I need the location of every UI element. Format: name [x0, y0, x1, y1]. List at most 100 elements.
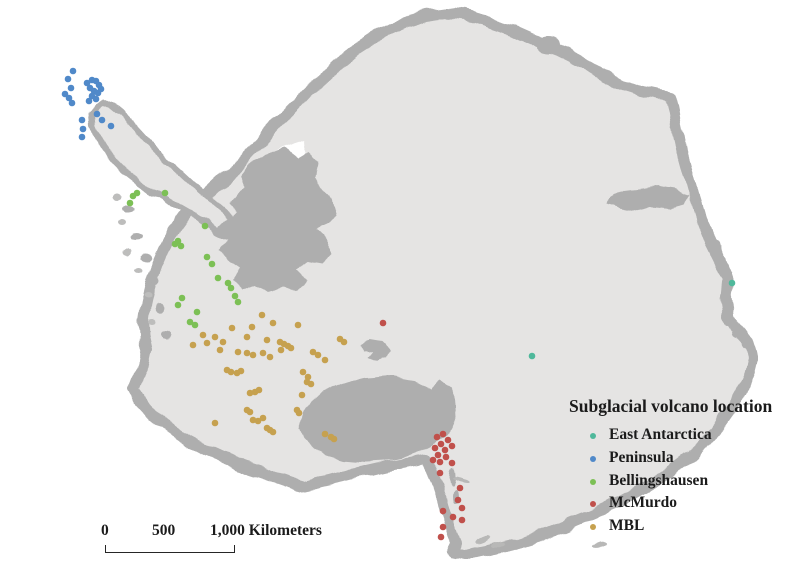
volcano-point-bellingshausen	[214, 274, 222, 282]
volcano-point-mbl	[227, 368, 235, 376]
volcano-point-peninsula	[61, 90, 69, 98]
volcano-point-east-antarctica	[728, 279, 736, 287]
volcano-point-mbl	[254, 417, 262, 425]
bellingshausen-dot-icon	[590, 478, 596, 485]
volcano-point-mcmurdo	[444, 436, 452, 444]
volcano-point-bellingshausen	[201, 222, 209, 230]
mcmurdo-dot-icon	[590, 501, 596, 508]
legend-item-label: Peninsula	[609, 448, 674, 466]
legend-item-east-antarctica: East Antarctica	[569, 424, 799, 447]
volcano-point-mbl	[258, 311, 266, 319]
volcano-point-mbl	[294, 321, 302, 329]
volcano-point-peninsula	[107, 122, 115, 130]
landmass-layer	[89, 7, 759, 561]
volcano-point-mbl	[277, 346, 285, 354]
volcano-point-mcmurdo	[442, 453, 450, 461]
volcano-point-bellingshausen	[227, 284, 235, 292]
map-scale-bar: 0 500 1,000 Kilometers	[98, 522, 348, 558]
volcano-point-mcmurdo	[437, 533, 445, 541]
legend-title: Subglacial volcano location	[569, 396, 773, 416]
volcano-point-mbl	[255, 386, 263, 394]
volcano-point-mbl	[314, 351, 322, 359]
volcano-point-mbl	[199, 331, 207, 339]
volcano-point-bellingshausen	[234, 298, 242, 306]
volcano-point-mbl	[248, 323, 256, 331]
volcano-point-mbl	[330, 435, 338, 443]
volcano-point-mbl	[309, 348, 317, 356]
scale-label-500: 500	[152, 522, 176, 539]
volcano-point-bellingshausen	[177, 242, 185, 250]
island	[130, 232, 142, 240]
volcano-point-mcmurdo	[448, 459, 456, 467]
legend-item-mbl: MBL	[569, 515, 799, 538]
scale-label-0: 0	[101, 522, 109, 539]
east-coast-rock	[741, 337, 751, 349]
volcano-point-mcmurdo	[448, 442, 456, 450]
legend-item-label: McMurdo	[609, 494, 678, 512]
volcano-point-east-antarctica	[528, 352, 536, 360]
island	[117, 219, 125, 225]
volcano-point-mbl	[321, 356, 329, 364]
volcano-point-peninsula	[64, 75, 72, 83]
volcano-point-bellingshausen	[133, 189, 141, 197]
volcano-point-peninsula	[98, 116, 106, 124]
volcano-point-mbl	[228, 324, 236, 332]
volcano-legend: Subglacial volcano location East Antarct…	[569, 396, 799, 538]
volcano-point-mcmurdo	[431, 444, 439, 452]
nunatak-hook	[360, 340, 391, 361]
volcano-point-peninsula	[79, 125, 87, 133]
volcano-point-bellingshausen	[161, 189, 169, 197]
volcano-point-mcmurdo	[439, 430, 447, 438]
volcano-point-mcmurdo	[454, 496, 462, 504]
coast-sliver	[449, 468, 455, 486]
island	[143, 293, 151, 299]
legend-item-bellingshausen: Bellingshausen	[569, 470, 799, 493]
ross-region-mountains	[300, 376, 456, 462]
island	[123, 247, 131, 255]
volcano-point-bellingshausen	[203, 253, 211, 261]
volcano-point-mbl	[234, 348, 242, 356]
volcano-point-layer	[61, 67, 736, 541]
coast-sliver	[491, 541, 505, 549]
east-coast-rock	[732, 324, 742, 338]
ellsworth-mountains	[216, 148, 336, 292]
volcano-point-mcmurdo	[436, 469, 444, 477]
volcano-point-mbl	[246, 389, 254, 397]
volcano-point-mbl	[295, 409, 303, 417]
volcano-point-mbl	[269, 319, 277, 327]
volcano-point-mbl	[340, 338, 348, 346]
volcano-point-mcmurdo	[429, 456, 437, 464]
volcano-point-peninsula	[97, 85, 105, 93]
volcano-point-bellingshausen	[193, 308, 201, 316]
coast-sliver	[591, 541, 607, 549]
legend-item-list: East Antarctica Peninsula Bellingshausen…	[569, 424, 799, 538]
volcano-point-mbl	[299, 368, 307, 376]
coast-sliver	[475, 535, 491, 545]
legend-item-label: MBL	[609, 517, 645, 535]
volcano-point-mbl	[246, 408, 254, 416]
volcano-point-bellingshausen	[231, 292, 239, 300]
volcano-point-mbl	[243, 349, 251, 357]
volcano-point-peninsula	[85, 97, 93, 105]
peninsula-dot-icon	[590, 455, 596, 462]
volcano-point-mbl	[203, 339, 211, 347]
legend-item-label: Bellingshausen	[609, 471, 709, 489]
legend-item-label: East Antarctica	[609, 426, 712, 443]
volcano-point-mcmurdo	[437, 440, 445, 448]
volcano-point-mcmurdo	[379, 319, 387, 327]
volcano-point-mbl	[216, 346, 224, 354]
scale-bar-line	[105, 545, 235, 553]
volcano-point-mbl	[249, 351, 257, 359]
volcano-point-mbl	[266, 353, 274, 361]
island	[122, 205, 134, 213]
legend-item-peninsula: Peninsula	[569, 447, 799, 470]
east-coast-rock	[718, 256, 726, 268]
island	[155, 304, 165, 312]
island	[148, 319, 156, 325]
volcano-point-peninsula	[68, 99, 76, 107]
coast-sliver	[452, 476, 470, 484]
volcano-point-bellingshausen	[208, 260, 216, 268]
volcano-point-peninsula	[93, 110, 101, 118]
island	[135, 269, 143, 275]
